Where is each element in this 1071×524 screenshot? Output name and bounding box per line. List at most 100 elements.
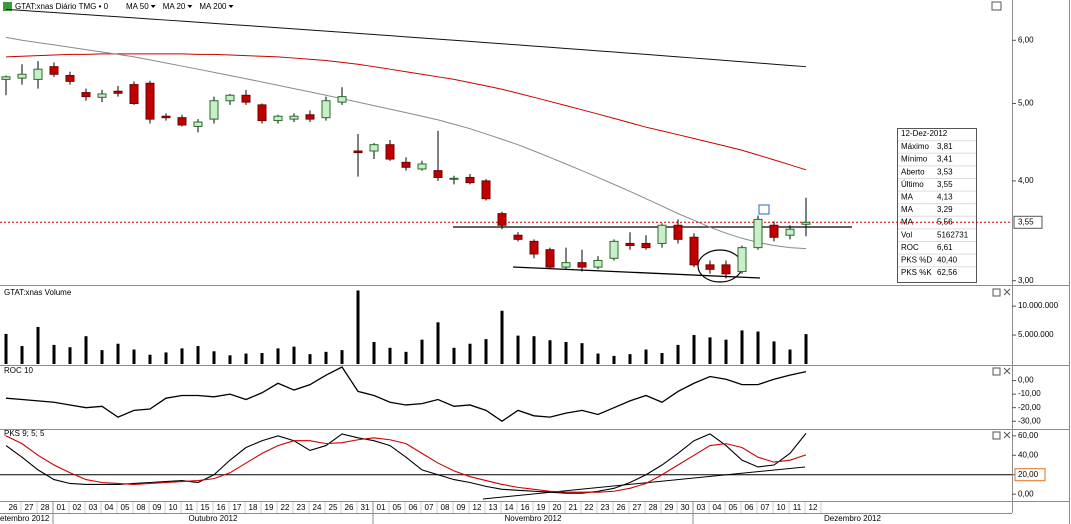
bar [52, 344, 56, 364]
candle-body [801, 221, 811, 225]
candle-body [385, 144, 395, 160]
candle-body [65, 75, 75, 82]
legend-entry: MA 20 [163, 2, 186, 11]
bar [516, 335, 520, 364]
info-value: 6,61 [937, 243, 953, 252]
info-value: 3,41 [937, 155, 953, 164]
candle-body [577, 262, 587, 268]
bar [324, 351, 328, 364]
month-label: Outubro 2012 [189, 514, 238, 523]
x-tick-label: 09 [457, 503, 466, 512]
info-label: Aberto [901, 167, 925, 176]
last-price-box [1013, 215, 1043, 229]
panel-buttons[interactable] [991, 1, 1011, 440]
panel-title: PKS 9; 5; 5 [4, 429, 45, 438]
candle-body [81, 92, 91, 98]
bar [500, 310, 504, 364]
bar [260, 353, 264, 364]
candle-body [465, 176, 475, 184]
info-label: PKS %K [901, 268, 932, 277]
info-value: 5162731 [937, 230, 969, 239]
bar [452, 347, 456, 364]
bar [660, 353, 664, 364]
bar [708, 337, 712, 364]
x-tick-label: 11 [185, 503, 194, 512]
info-label: Último [901, 180, 924, 189]
candle-body [289, 115, 299, 120]
x-tick-label: 19 [265, 503, 274, 512]
bar [564, 342, 568, 364]
info-date: 12-Dez-2012 [901, 129, 948, 138]
bar [612, 355, 616, 364]
bar [788, 349, 792, 364]
bar [356, 290, 360, 364]
bar [20, 346, 24, 364]
x-tick-label: 21 [569, 503, 578, 512]
candle-body [705, 264, 715, 270]
x-tick-label: 24 [313, 503, 322, 512]
bar [132, 349, 136, 364]
x-tick-label: 13 [489, 503, 498, 512]
x-tick-label: 26 [9, 503, 18, 512]
candle-body [1, 76, 11, 80]
panel-title: GTAT:xnas Volume [4, 288, 72, 297]
x-tick-label: 01 [57, 503, 66, 512]
candle-body [225, 94, 235, 102]
candle-body [49, 66, 59, 75]
bar [436, 322, 440, 364]
chart-title: GTAT:xnas Diário TMG • 0 [15, 2, 109, 11]
bar [420, 339, 424, 364]
bar [100, 350, 104, 364]
info-label: Vol [901, 230, 912, 239]
x-tick-label: 23 [297, 503, 306, 512]
candle-body [593, 259, 603, 268]
bar [676, 344, 680, 364]
x-tick-label: 23 [601, 503, 610, 512]
bar [148, 354, 152, 364]
candle-body [673, 224, 683, 240]
y-tick-label: -10,00 [1018, 389, 1041, 398]
line [5, 8, 807, 68]
x-tick-label: 31 [361, 503, 370, 512]
x-tick-label: 08 [137, 503, 146, 512]
y-tick-label: 0,00 [1018, 376, 1034, 385]
y-tick-label: 60,00 [1018, 431, 1039, 440]
x-tick-label: 26 [345, 503, 354, 512]
candle-body [609, 240, 619, 259]
candle-body [353, 150, 363, 154]
x-tick-label: 28 [649, 503, 658, 512]
info-label: MA [901, 193, 914, 202]
x-tick-label: 09 [153, 503, 162, 512]
y-tick-label: 20,00 [1018, 470, 1039, 479]
info-value: 62,56 [937, 268, 958, 277]
candle-body [161, 115, 171, 119]
candle-body [689, 236, 699, 266]
candle-body [17, 73, 27, 79]
candle-body [433, 170, 443, 178]
candle-body [561, 262, 571, 268]
y-tick-label: 5.000.000 [1018, 330, 1054, 339]
x-tick-label: 27 [25, 503, 34, 512]
x-tick-label: 27 [633, 503, 642, 512]
candle-body [785, 228, 795, 236]
bar [164, 352, 168, 364]
legend-entry: MA 200 [199, 2, 227, 11]
line [5, 53, 807, 171]
panel-title: ROC 10 [4, 366, 33, 375]
candle-body [529, 240, 539, 255]
x-tick-label: 08 [441, 503, 450, 512]
x-tick-label: 16 [521, 503, 530, 512]
x-tick-label: 01 [377, 503, 386, 512]
line [5, 36, 807, 250]
info-value: 40,40 [937, 256, 958, 265]
bar [644, 349, 648, 364]
x-tick-label: 05 [393, 503, 402, 512]
bar [212, 351, 216, 364]
y-tick-label: 0,00 [1018, 489, 1034, 498]
x-tick-label: 28 [41, 503, 50, 512]
legend-arrow [150, 5, 156, 8]
bar [36, 326, 40, 364]
candle-body [113, 90, 123, 94]
bar [548, 340, 552, 364]
